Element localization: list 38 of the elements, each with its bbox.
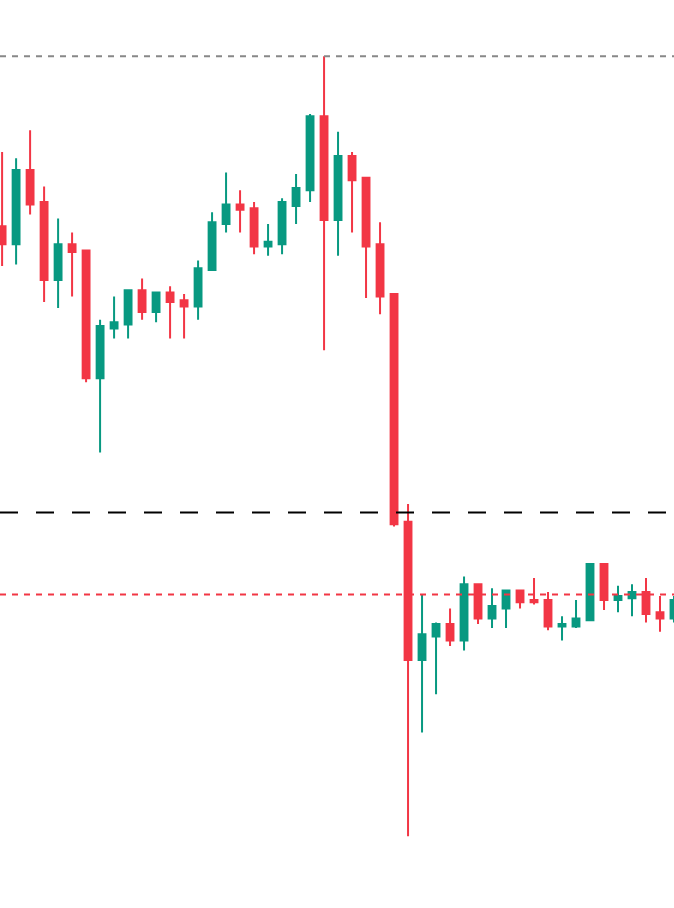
candlestick [333,130,343,257]
candlestick [0,151,7,267]
candlestick [571,598,581,629]
candlestick [249,201,259,256]
candlestick [81,249,91,384]
candlestick [53,217,63,310]
candlestick [39,185,49,303]
candlestick [459,575,469,652]
candlestick [347,151,357,234]
candlestick [179,293,189,340]
candlestick [277,197,287,256]
candlestick [291,172,301,225]
candlestick [417,593,427,734]
candlestick [123,289,133,340]
candlestick [305,112,315,204]
candlestick [137,277,147,321]
candlestick [109,295,119,340]
candlestick [319,55,329,352]
candlestick [165,285,175,340]
candlestick [221,171,231,234]
candlestick [557,615,567,642]
candlestick [207,211,217,271]
candlestick [487,587,497,629]
candlestick [11,157,21,266]
candlestick [67,231,77,298]
candlestick [361,176,371,299]
candlestick [445,607,455,647]
candlestick [431,621,441,696]
candlestick [25,129,35,216]
candlestick [375,221,385,316]
candlestick [263,222,273,257]
candlestick [193,259,203,321]
candlestick [627,583,637,618]
candlestick [235,189,245,234]
candlestick [151,291,161,324]
candlestick [95,318,105,454]
candlestick [389,293,399,528]
candlestick [613,584,623,614]
